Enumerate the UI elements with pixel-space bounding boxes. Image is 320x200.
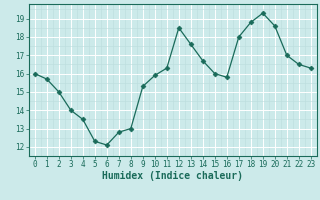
- X-axis label: Humidex (Indice chaleur): Humidex (Indice chaleur): [102, 171, 243, 181]
